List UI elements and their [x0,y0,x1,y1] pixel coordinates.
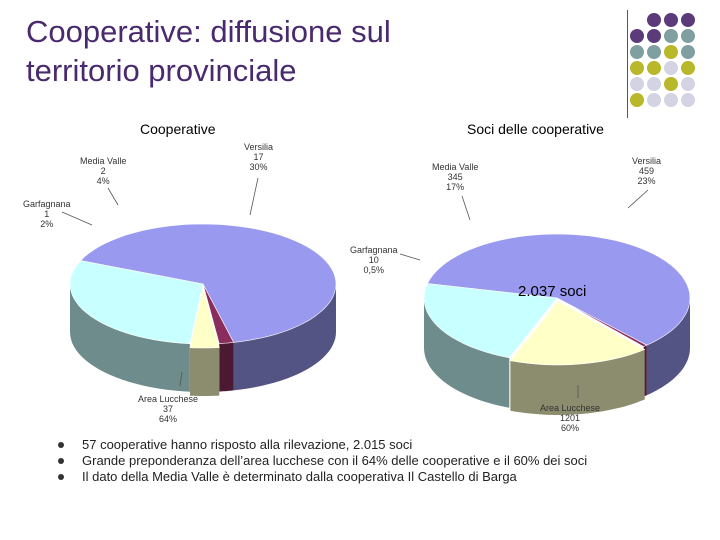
chart2-label-media-valle-name: Media Valle [432,162,479,172]
decor-dot [681,77,695,91]
bullet-item: Il dato della Media Valle è determinato … [58,470,658,484]
bullet-text: Grande preponderanza dell’area lucchese … [82,453,588,468]
chart2-slice-side [424,298,510,408]
chart1-slice-side [233,284,336,391]
chart2-slice-side [646,298,690,396]
chart2-label-area-lucchese-value: 1201 [560,413,581,423]
chart2-label-versilia-name: Versilia [632,156,662,166]
decor-dot [664,29,678,43]
decor-dot [647,93,661,107]
chart1-label-garfagnana-percent: 2% [40,219,54,229]
decor-dot-grid [630,13,695,107]
chart1-label-area-lucchese-name: Area Lucchese [138,394,199,404]
decor-dot [647,45,661,59]
decor-dot [647,29,661,43]
decor-dot [630,45,644,59]
chart2-label-garfagnana-percent: 0,5% [363,265,385,275]
leader-lines [61,177,649,398]
chart2-label-media-valle-value: 345 [447,172,463,182]
chart1-title: Cooperative [140,121,216,137]
chart1-label-garfagnana: Garfagnana 1 2% [23,199,71,229]
decor-dot [630,93,644,107]
decor-dot [630,61,644,75]
chart1-pie [69,223,337,396]
slide-title-line1: Cooperative: diffusione sul [26,14,391,49]
decor-dot [664,45,678,59]
decor-dot [647,13,661,27]
bullet-item: 57 cooperative hanno risposto alla rilev… [58,438,658,452]
leader-line [461,195,471,221]
chart2-label-garfagnana-value: 10 [368,255,379,265]
chart2-label-area-lucchese-percent: 60% [561,423,580,433]
decor-dot [664,93,678,107]
chart2-label-versilia-percent: 23% [637,176,656,186]
decor-dot [681,93,695,107]
leader-line [627,189,649,209]
chart1-slice-side [219,342,234,392]
chart1-label-versilia-percent: 30% [249,162,268,172]
decor-dot [681,61,695,75]
decor-dot [681,45,695,59]
chart2-slice-side [510,349,645,415]
slide-title: Cooperative: diffusione sul territorio p… [26,12,586,90]
leader-line [399,253,421,261]
slide-title-line2: territorio provinciale [26,53,297,88]
chart2-label-garfagnana: Garfagnana 10 0,5% [350,245,398,275]
chart2-label-media-valle: Media Valle 345 17% [432,162,478,192]
chart2-slice-area-lucchese [426,233,691,346]
decor-dot [681,29,695,43]
decor-dot [647,77,661,91]
chart1-label-media-valle-percent: 4% [96,176,110,186]
chart2-label-garfagnana-name: Garfagnana [350,245,398,255]
chart2-pie [423,233,691,415]
decor-dot [647,61,661,75]
leader-line [61,211,93,226]
chart2-label-area-lucchese-name: Area Lucchese [540,403,601,413]
decor-dot [664,13,678,27]
decor-divider [627,10,628,118]
leader-line [249,177,259,216]
chart1-label-area-lucchese-percent: 64% [159,414,178,424]
chart1-slice-garfagnana [202,283,235,344]
chart2-center-label: 2.037 soci [518,283,587,300]
chart1-label-media-valle: Media Valle 2 4% [80,156,126,186]
chart1-label-versilia: Versilia 17 30% [244,142,273,172]
decor-dot [664,77,678,91]
chart1-slice-area-lucchese [79,223,337,343]
chart2-label-media-valle-percent: 17% [446,182,465,192]
chart1-label-area-lucchese-value: 37 [163,404,174,414]
chart2-label-versilia-value: 459 [638,166,655,176]
chart2-slice-media-valle [509,300,646,366]
chart1-label-media-valle-value: 2 [100,166,106,176]
bullet-text: 57 cooperative hanno risposto alla rilev… [82,437,413,452]
chart2-slice-versilia [423,283,558,359]
bullet-dot [58,474,64,480]
decor-dot [630,29,644,43]
leader-line [107,187,119,206]
chart1-label-garfagnana-value: 1 [44,209,50,219]
chart1-slice-media-valle [189,287,220,349]
bullet-dot [58,442,64,448]
chart1-slice-versilia [69,260,204,345]
chart1-label-versilia-value: 17 [253,152,264,162]
decor-dot [664,61,678,75]
bullet-list: 57 cooperative hanno risposto alla rilev… [58,438,658,486]
chart2-slice-garfagnana [556,297,648,347]
bullet-item: Grande preponderanza dell’area lucchese … [58,454,658,468]
bullet-dot [58,458,64,464]
chart1-slice-side [70,284,190,392]
chart1-label-area-lucchese: Area Lucchese 37 64% [138,394,198,424]
chart1-label-garfagnana-name: Garfagnana [23,199,71,209]
chart1-label-versilia-name: Versilia [244,142,274,152]
chart1-label-media-valle-name: Media Valle [80,156,127,166]
decor-dot [681,13,695,27]
leader-line [179,371,183,387]
chart2-label-area-lucchese: Area Lucchese 1201 60% [540,403,600,433]
decor-dot [630,77,644,91]
chart1-slice-side [190,347,220,396]
chart2-title: Soci delle cooperative [467,121,604,137]
chart2-label-versilia: Versilia 459 23% [632,156,661,186]
bullet-text: Il dato della Media Valle è determinato … [82,469,517,484]
